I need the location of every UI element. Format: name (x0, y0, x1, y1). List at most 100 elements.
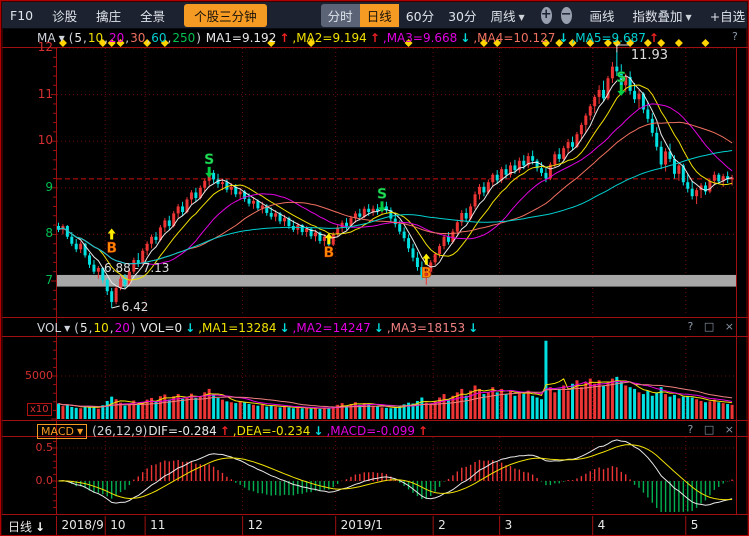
candle-body (517, 160, 521, 171)
trend-up-icon: ↑ (279, 31, 290, 45)
indicator-value: ,DEA=-0.234 (232, 424, 311, 438)
volume-bar (229, 402, 233, 419)
volume-bar (243, 402, 247, 419)
volume-bar (548, 387, 552, 419)
volume-bar (726, 403, 730, 419)
volume-indicator-legend[interactable]: VOL ▼ (5,10,20) VOL=0 ↓ ,MA1=13284 ↓ ,MA2=142… (37, 320, 481, 336)
help-icon[interactable]: ? (687, 320, 694, 333)
volume-bar (477, 388, 481, 419)
menu-diagnose-stock[interactable]: 诊股 (52, 8, 78, 24)
candle-body (633, 90, 637, 100)
timeframe-label[interactable]: 日线 ↓ (8, 518, 45, 535)
period-intraday[interactable]: 分时 (320, 3, 360, 27)
volume-bar (672, 394, 676, 419)
macd-axis-label-05: 0.5 (35, 441, 54, 454)
volume-bar (668, 396, 672, 419)
volume-bar (278, 407, 282, 419)
help-icon[interactable]: ? (687, 423, 694, 436)
maximize-icon[interactable]: □ (703, 423, 715, 436)
volume-bar (571, 383, 575, 419)
stock-3min-button[interactable]: 个股三分钟 (184, 3, 267, 27)
main-indicator-legend[interactable]: MA ▼ (5,10,20,30,60,250) MA1=9.192 ↑ ,MA2=9… (37, 30, 662, 46)
close-icon[interactable]: × (724, 320, 734, 333)
volume-bar (163, 394, 167, 419)
candle-body (234, 186, 238, 195)
volume-bar (376, 406, 380, 419)
volume-bar (300, 408, 304, 419)
volume-bar (393, 407, 397, 419)
volume-bar (575, 380, 579, 419)
event-diamond[interactable] (701, 39, 710, 47)
candle-body (473, 194, 477, 207)
candle-body (57, 226, 60, 230)
macd-indicator-selector[interactable]: MACD ▼ (37, 423, 88, 439)
volume-bar (553, 392, 557, 419)
volume-bar (331, 406, 335, 419)
candle-body (278, 213, 282, 222)
zoom-out-button[interactable]: − (560, 6, 572, 24)
candle-body (451, 231, 455, 242)
chevron-down-icon: ▼ (76, 426, 84, 436)
menu-f10[interactable]: F10 (10, 7, 34, 23)
volume-bar (402, 404, 406, 419)
candle-body (181, 206, 185, 213)
add-watchlist-dropdown[interactable]: +自选▼ (709, 6, 748, 25)
candle-body (345, 222, 349, 227)
volume-bar (287, 407, 291, 419)
candle-body (238, 191, 242, 195)
param-value: 20 (114, 321, 130, 335)
volume-bar (83, 406, 87, 419)
volume-bar (695, 399, 699, 419)
index-overlay-dropdown[interactable]: 指数叠加 ▼ (633, 6, 692, 25)
macd-indicator-legend[interactable]: MACD ▼ (26,12,9) DIF=-0.284 ↑ ,DEA=-0.234 ↓,… (37, 423, 431, 439)
period-weekly[interactable]: 周线 ▼ (484, 4, 532, 27)
candle-body (415, 257, 419, 268)
period-60min[interactable]: 60分 (405, 8, 435, 24)
candle-body (358, 213, 362, 217)
candle-body (287, 218, 291, 227)
ma-indicator-selector[interactable]: MA ▼ (37, 31, 65, 45)
ma-indicator-label: MA (37, 31, 56, 45)
indicator-value: ,MA4=10.127 (473, 31, 556, 45)
comma: , (88, 321, 93, 335)
indicator-value: VOL=0 (140, 321, 183, 335)
add-watchlist-label: +自选 (709, 8, 746, 24)
volume-bar (504, 394, 508, 419)
candle-body (163, 220, 167, 228)
candle-body (309, 228, 313, 237)
trend-down-icon: ↓ (460, 31, 471, 45)
event-diamond[interactable] (674, 39, 683, 47)
vol-indicator-selector[interactable]: VOL ▼ (37, 321, 70, 335)
volume-bar (615, 376, 619, 419)
candle-body (92, 264, 96, 272)
volume-bar (650, 395, 654, 419)
draw-line-button[interactable]: 画线 (589, 8, 615, 24)
period-30min[interactable]: 30分 (448, 8, 477, 24)
candle-body (540, 168, 544, 173)
comma: , (104, 31, 108, 45)
menu-qinzhuang[interactable]: 擒庄 (96, 8, 122, 24)
vol-values: VOL=0 ↓ ,MA1=13284 ↓ ,MA2=14247 ↓ ,MA3=18153 ↓ (140, 321, 481, 335)
candle-body (407, 238, 411, 249)
maximize-icon[interactable]: □ (703, 320, 715, 333)
candle-body (353, 213, 357, 219)
volume-bar (438, 397, 442, 419)
volume-bar (194, 397, 198, 419)
candle-body (65, 226, 69, 237)
period-daily[interactable]: 日线 (359, 3, 399, 27)
help-icon[interactable]: ? (732, 30, 738, 43)
price-tick-label: 7 (45, 273, 53, 287)
volume-bar (70, 406, 74, 419)
volume-ma-line-5 (58, 378, 733, 409)
candle-body (610, 66, 614, 79)
volume-bar (460, 388, 464, 419)
volume-bar (677, 398, 681, 419)
menu-overview[interactable]: 全景 (140, 8, 166, 24)
zoom-in-button[interactable]: + (540, 6, 552, 24)
volume-bar (119, 402, 123, 419)
close-icon[interactable]: × (724, 423, 734, 436)
candle-body (132, 260, 136, 272)
indicator-value: MA1=9.192 (205, 31, 277, 45)
